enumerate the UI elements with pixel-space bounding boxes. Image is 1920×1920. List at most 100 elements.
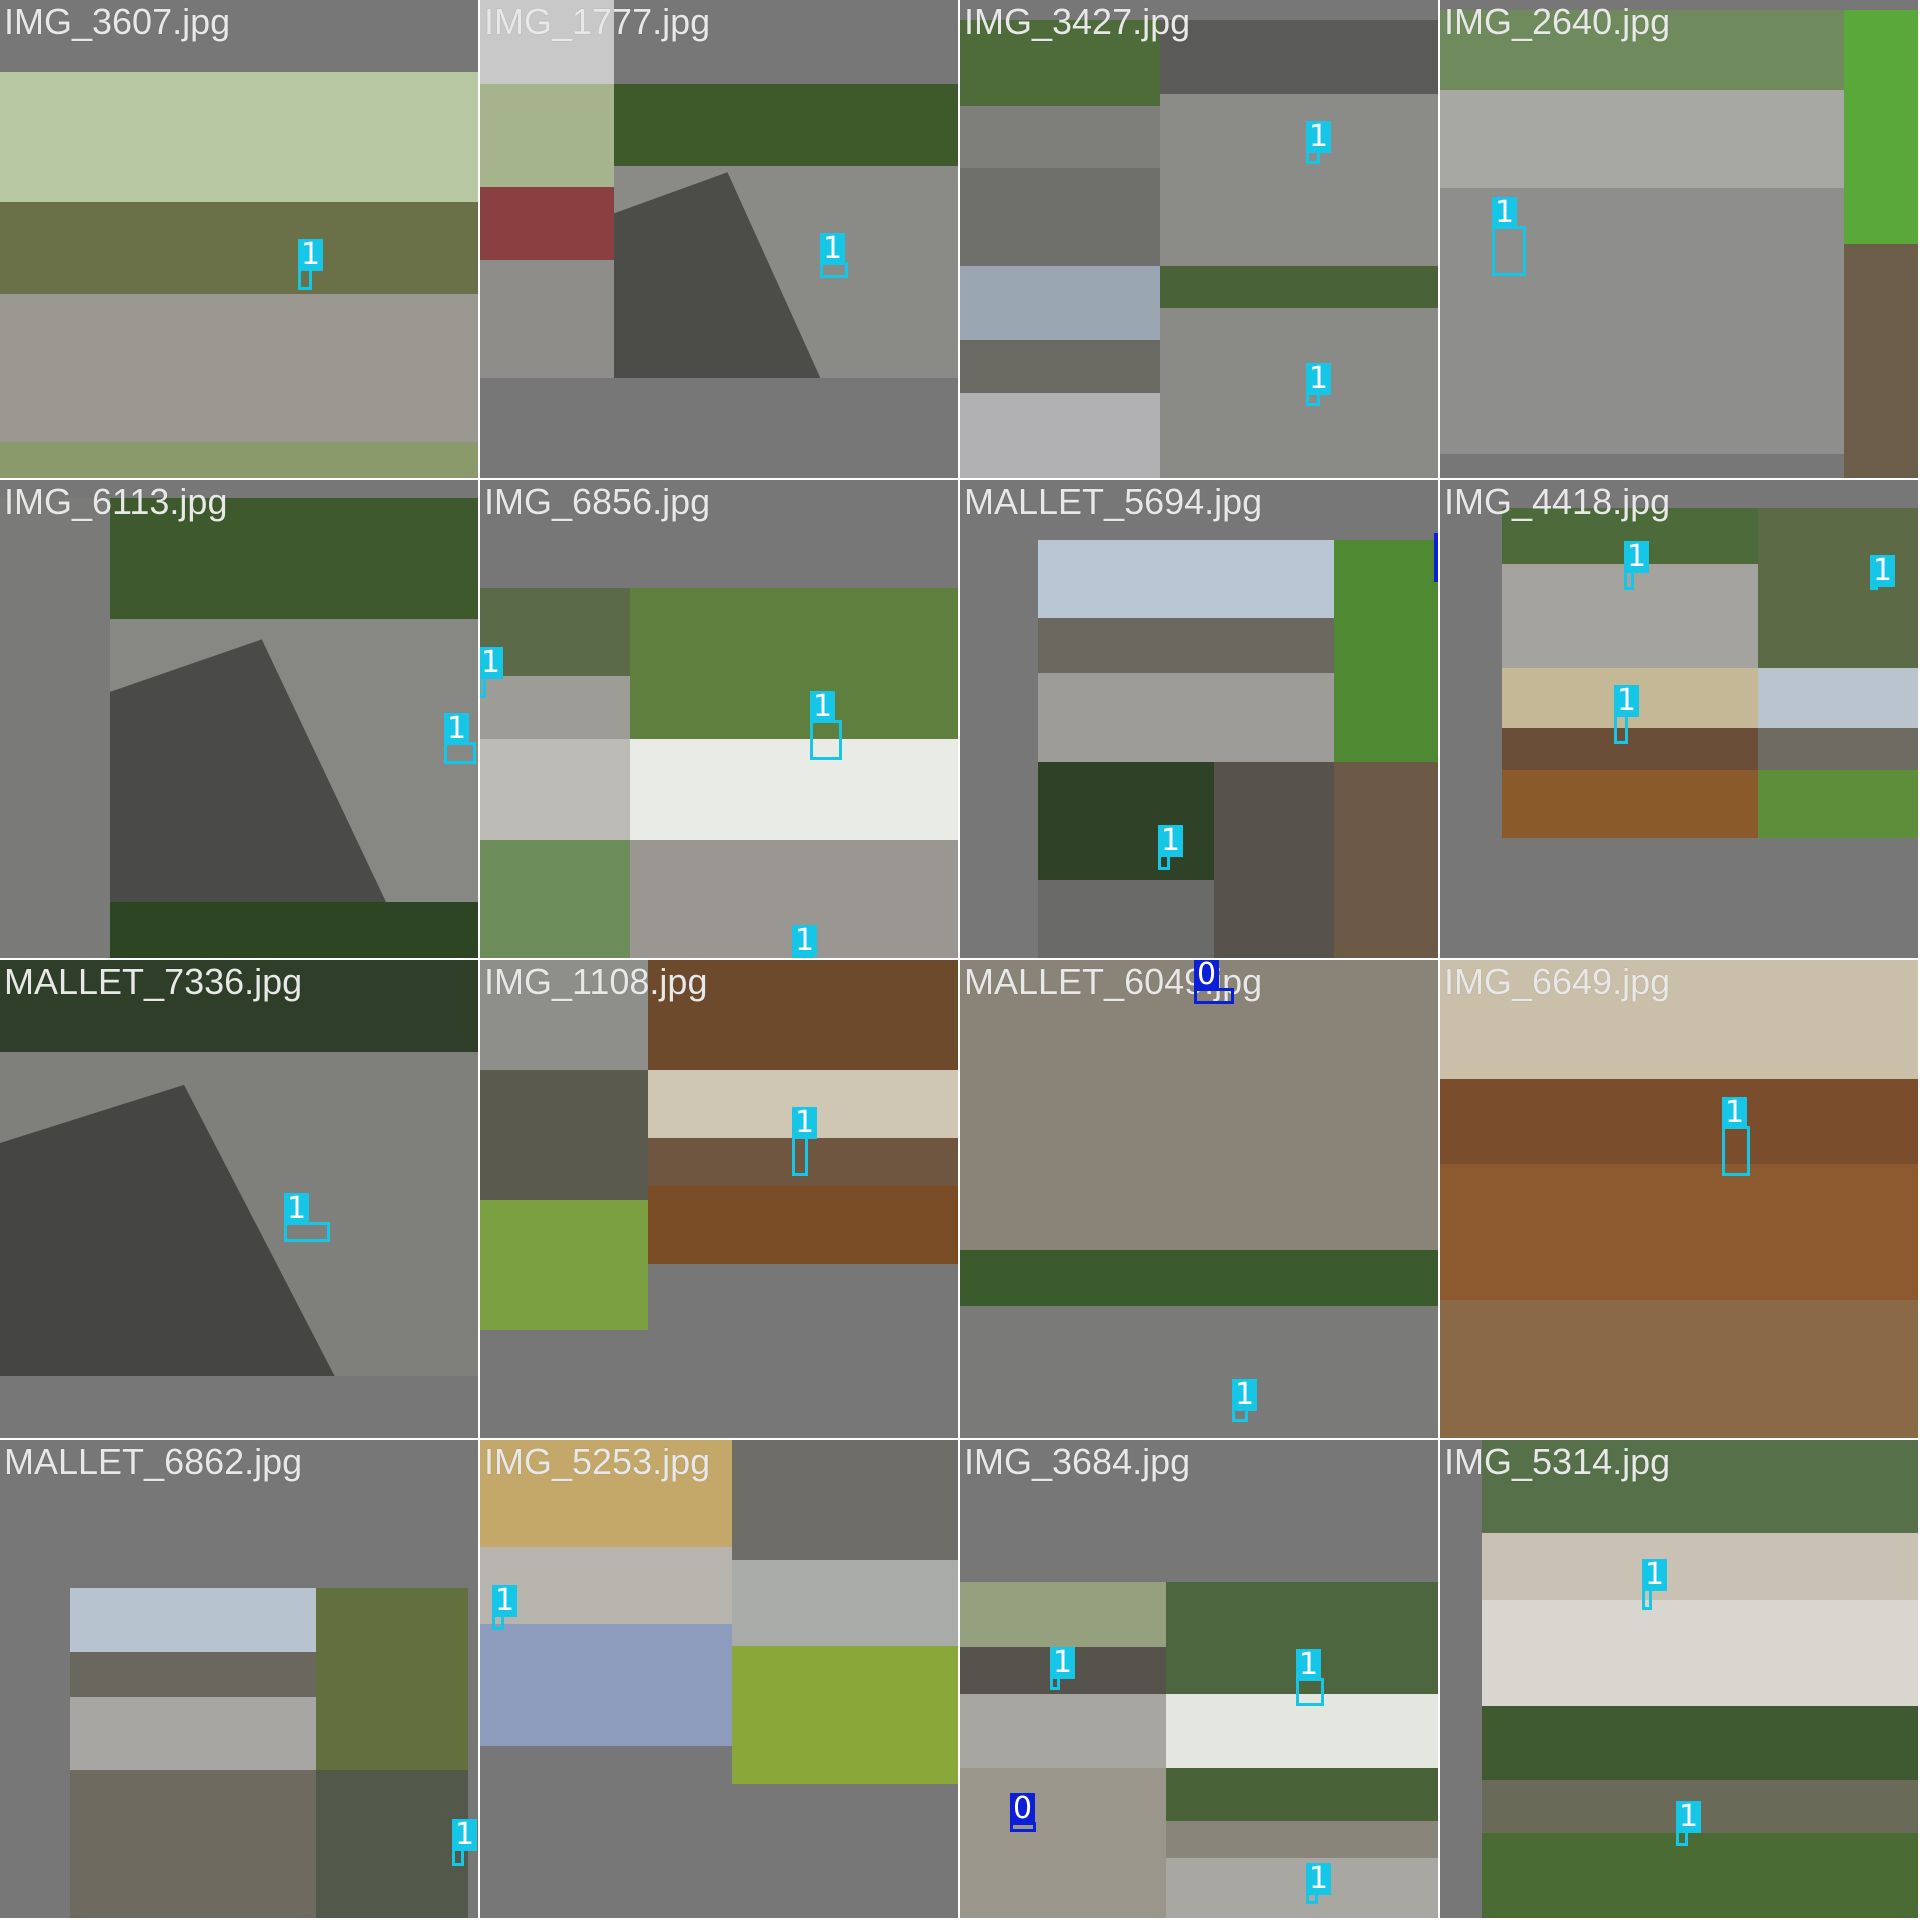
detection-box: 0: [1010, 1793, 1036, 1832]
tile-photo: [732, 1440, 958, 1784]
detection-label: 1: [480, 647, 504, 679]
tile-photo: [1334, 762, 1438, 958]
mosaic-tile: 1 MALLET_7336.jpg: [0, 960, 478, 1438]
detection-box: 0: [1434, 533, 1438, 582]
tile-filename: IMG_1108.jpg: [484, 961, 708, 1002]
detection-label: 1: [1306, 363, 1332, 395]
tile-photo: [480, 1070, 648, 1330]
mosaic-tile: 1 IMG_6649.jpg: [1440, 960, 1918, 1438]
tile-photo: [110, 498, 478, 902]
mosaic-tile: 1 IMG_3607.jpg: [0, 0, 478, 478]
detection-label: 1: [1642, 1559, 1668, 1591]
detection-label: 1: [298, 239, 324, 271]
tile-photo: [480, 1440, 732, 1746]
tile-photo: [1160, 20, 1438, 266]
detection-label: 1: [792, 925, 818, 957]
tile-photo: [1482, 1706, 1918, 1918]
detection-box: 1: [792, 1107, 818, 1176]
detection-box: 1: [1614, 685, 1640, 744]
detection-box: 1: [1306, 1863, 1332, 1904]
detection-box: 1: [792, 925, 818, 958]
tile-photo: [0, 960, 478, 1376]
detection-box: 1: [820, 233, 848, 278]
detection-box: 1: [1306, 121, 1332, 164]
detection-box: 1: [1306, 363, 1332, 406]
tile-photo: [110, 902, 478, 958]
detection-box: 1: [298, 239, 324, 290]
tile-photo: [1160, 266, 1438, 478]
detection-box: 1: [810, 691, 842, 760]
tile-filename: IMG_3427.jpg: [964, 1, 1191, 42]
detection-label: 1: [1614, 685, 1640, 717]
tile-photo: [1334, 540, 1438, 762]
mosaic-tile: 1 IMG_1108.jpg: [480, 960, 958, 1438]
detection-box: 1: [492, 1585, 518, 1630]
tile-photo: [0, 498, 110, 958]
tile-photo: [480, 960, 648, 1070]
tile-photo: [1440, 10, 1844, 454]
tile-photo: [0, 72, 478, 442]
tile-filename: MALLET_7336.jpg: [4, 961, 303, 1002]
tile-photo: [316, 1770, 468, 1918]
tile-filename: IMG_3684.jpg: [964, 1441, 1191, 1482]
tile-photo: [480, 588, 630, 840]
tile-photo: [960, 1582, 1166, 1768]
tile-photo: [70, 1770, 316, 1918]
mosaic-tile: 1 MALLET_6862.jpg: [0, 1440, 478, 1918]
tile-photo: [1038, 762, 1214, 958]
mosaic-tile: 0 1 MALLET_6049.jpg: [960, 960, 1438, 1438]
tile-photo: [1440, 960, 1918, 1300]
detection-box: 1: [1296, 1649, 1324, 1706]
detection-label: 1: [1492, 197, 1518, 229]
detection-box: 1: [480, 647, 504, 698]
detection-label: 1: [1722, 1097, 1748, 1129]
detection-label: 1: [1624, 541, 1650, 573]
detection-label: 1: [792, 1107, 818, 1139]
tile-photo: [1166, 1768, 1438, 1918]
detection-box: 0: [1194, 960, 1234, 1004]
tile-photo: [480, 840, 630, 958]
detection-box: 1: [284, 1193, 330, 1242]
detection-label: 1: [1306, 121, 1332, 153]
tile-photo: [480, 84, 614, 378]
mosaic-tile: 0 1 MALLET_5694.jpg: [960, 480, 1438, 958]
detection-box: 1: [1676, 1801, 1702, 1846]
detection-label: 1: [810, 691, 836, 723]
mosaic-tile: 1 IMG_1777.jpg: [480, 0, 958, 478]
tile-filename: IMG_6113.jpg: [4, 481, 228, 522]
tile-photo: [1482, 1440, 1918, 1706]
tile-photo: [960, 20, 1160, 266]
mosaic-tile: 1 IMG_5253.jpg: [480, 1440, 958, 1918]
detection-box: 1: [1158, 825, 1184, 870]
detection-label: 1: [1296, 1649, 1322, 1681]
detection-label: 1: [284, 1193, 310, 1225]
detection-box: 1: [1492, 197, 1526, 276]
detection-label: 1: [1870, 555, 1896, 587]
detection-label: 1: [1158, 825, 1184, 857]
tile-photo: [1502, 668, 1758, 838]
tile-photo: [960, 1768, 1166, 1918]
tile-photo: [1440, 1300, 1918, 1438]
detection-box: 1: [1050, 1647, 1076, 1690]
tile-filename: IMG_2640.jpg: [1444, 1, 1671, 42]
detection-label: 1: [820, 233, 846, 265]
tile-photo: [960, 960, 1438, 1250]
detection-box: 1: [1642, 1559, 1668, 1610]
tile-photo: [1038, 540, 1334, 762]
tile-photo: [1214, 762, 1334, 958]
tile-filename: IMG_5253.jpg: [484, 1441, 711, 1482]
tile-filename: IMG_5314.jpg: [1444, 1441, 1671, 1482]
detection-box: 1: [444, 713, 476, 764]
detection-label: 0: [1010, 1793, 1036, 1825]
tile-filename: MALLET_6862.jpg: [4, 1441, 303, 1482]
mosaic-tile: 1 IMG_6113.jpg: [0, 480, 478, 958]
tile-photo: [1758, 668, 1918, 838]
detection-label: 1: [492, 1585, 518, 1617]
tile-photo: [0, 442, 478, 478]
tile-photo: [1758, 508, 1918, 668]
mosaic-tile: 1 1 1 IMG_6856.jpg: [480, 480, 958, 958]
mosaic-tile: 1 1 1 IMG_4418.jpg: [1440, 480, 1918, 958]
mosaic-tile: 1 1 IMG_5314.jpg: [1440, 1440, 1918, 1918]
mosaic-tile: 1 IMG_2640.jpg: [1440, 0, 1918, 478]
